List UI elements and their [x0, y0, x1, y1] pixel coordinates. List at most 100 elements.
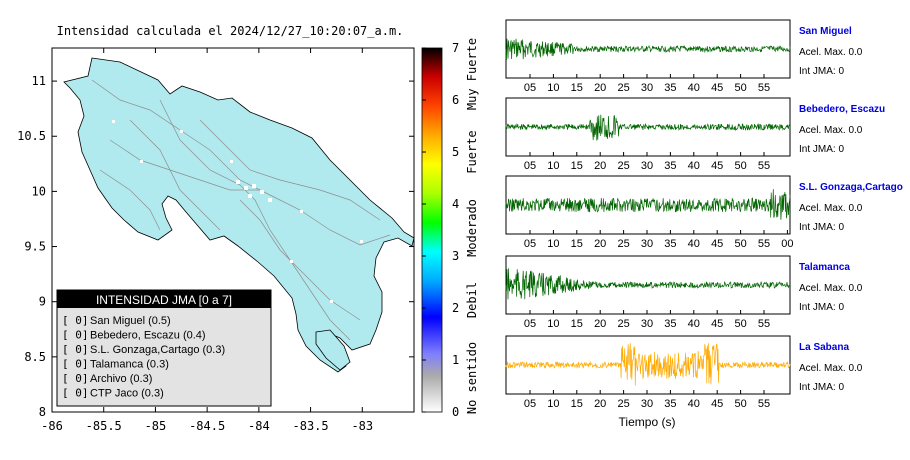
seismogram-3: 05 10 15 20 25 30 35 40 45 50 55 Talamanca Acel. Max…	[505, 255, 863, 330]
seismogram-tick-label: 50	[734, 318, 746, 330]
legend-item-name: Talamanca (0.3)	[90, 359, 169, 371]
legend-box	[56, 289, 272, 407]
seismogram-tick-label: 20	[594, 238, 606, 250]
legend-item-name: Bebedero, Escazu (0.4)	[90, 330, 206, 342]
legend-item-name: Archivo (0.3)	[90, 373, 152, 385]
station-name: Bebedero, Escazu	[799, 104, 885, 115]
seismogram-tick-label: 10	[547, 82, 559, 94]
seismogram-tick-label: 15	[571, 238, 583, 250]
seismogram-tick-label: 50	[734, 238, 746, 250]
colorbar-scale	[421, 47, 443, 413]
seismogram-tick-label: 35	[664, 398, 676, 410]
station-accel: Acel. Max. 0.0	[799, 363, 863, 374]
seismogram-tick-label: 30	[641, 398, 653, 410]
seismogram-tick-label: 20	[594, 398, 606, 410]
map-y-tick-label: 9	[39, 295, 46, 309]
station-jma: Int JMA: 0	[799, 222, 844, 233]
seismogram-tick-label: 05	[524, 398, 536, 410]
seismogram-tick-label: 20	[594, 82, 606, 94]
seismogram-tick-label: 15	[571, 398, 583, 410]
intensity-colorbar: 0 1 2 3 4 5 6 7 No sentido Debil Moderado Fuerte Mu…	[421, 38, 479, 419]
seismogram-tick-label: 30	[641, 318, 653, 330]
seismogram-tick-label: 10	[547, 398, 559, 410]
seismogram-tick-label: 55	[758, 160, 770, 172]
seismogram-tick-label: 25	[617, 318, 629, 330]
station-accel: Acel. Max. 0.0	[799, 47, 863, 58]
station-markers	[112, 120, 363, 303]
legend-items: [ 0] San Miguel (0.5)[ 0] Bebedero, Escazu…	[62, 314, 225, 400]
costa-rica-land	[63, 57, 415, 373]
legend-item-value: [ 0]	[62, 387, 89, 400]
map-y-tick-label: 8	[39, 405, 46, 419]
seismogram-tick-label: 10	[547, 160, 559, 172]
seismogram-4: 05 10 15 20 25 30 35 40 45 50 55 La Sabana Acel. Max…	[505, 335, 863, 410]
map-y-tick-label: 9.5	[24, 240, 46, 254]
seismogram-frame	[505, 19, 791, 79]
seismogram-2: 05 10 15 20 25 30 35 40 45 50 55 00 S.L. Gonzaga,Car…	[505, 175, 903, 250]
seismogram-tick-label: 40	[688, 238, 700, 250]
legend-item-name: S.L. Gonzaga,Cartago (0.3)	[90, 344, 225, 356]
station-accel: Acel. Max. 0.0	[799, 125, 863, 136]
seismogram-tick-label: 25	[617, 238, 629, 250]
seismogram-tick-label: 35	[664, 160, 676, 172]
map-x-tick-label: -83	[351, 419, 373, 433]
colorbar-tick-label: 2	[452, 301, 459, 315]
seismogram-tick-label: 30	[641, 238, 653, 250]
map-x-tick-label: -85.5	[86, 419, 122, 433]
seismogram-tick-label: 50	[734, 82, 746, 94]
seismogram-tick-label: 25	[617, 160, 629, 172]
seismogram-tick-label: 55	[758, 238, 770, 250]
map-axes: -86 -85.5 -85 -84.5 -84 -83.5 -83 11 10.5 10 9.5 9 8…	[17, 48, 414, 433]
seismogram-tick-label: 45	[711, 238, 723, 250]
colorbar-tick-label: 7	[452, 41, 459, 55]
legend-item-value: [ 0]	[62, 314, 89, 327]
seismogram-tick-label: 35	[664, 82, 676, 94]
map-x-tick-label: -86	[41, 419, 63, 433]
seismogram-tick-label: 55	[758, 318, 770, 330]
seismogram-tick-label: 00	[781, 238, 793, 250]
station-accel: Acel. Max. 0.0	[799, 283, 863, 294]
seismogram-tick-label: 45	[711, 398, 723, 410]
seismogram-tick-label: 30	[641, 82, 653, 94]
seismogram-tick-label: 45	[711, 82, 723, 94]
colorbar-category-label: Fuerte	[465, 130, 479, 173]
seismogram-tick-label: 50	[734, 398, 746, 410]
legend-item-name: CTP Jaco (0.3)	[90, 388, 164, 400]
time-axis-label: Tiempo (s)	[619, 415, 676, 429]
legend-item-name: San Miguel (0.5)	[90, 315, 171, 327]
station-jma: Int JMA: 0	[799, 66, 844, 77]
station-accel: Acel. Max. 0.0	[799, 203, 863, 214]
legend-title: INTENSIDAD JMA [0 a 7]	[96, 293, 232, 307]
seismogram-tick-label: 15	[571, 82, 583, 94]
map-y-tick-label: 10	[32, 184, 46, 198]
colorbar-ticks: 0 1 2 3 4 5 6 7	[422, 41, 459, 419]
station-jma: Int JMA: 0	[799, 382, 844, 393]
seismogram-0: 05 10 15 20 25 30 35 40 45 50 55 San Miguel Acel. Ma…	[505, 19, 863, 94]
seismogram-trace	[505, 38, 791, 61]
map-title: Intensidad calculada el 2024/12/27_10:20…	[57, 24, 404, 38]
map-y-tick-label: 11	[32, 74, 46, 88]
seismogram-tick-label: 35	[664, 238, 676, 250]
map-x-tick-label: -84.5	[189, 419, 225, 433]
legend-item-value: [ 0]	[62, 372, 89, 385]
seismogram-tick-label: 15	[571, 318, 583, 330]
station-jma: Int JMA: 0	[799, 144, 844, 155]
legend-item-value: [ 0]	[62, 329, 89, 342]
seismogram-tick-label: 25	[617, 82, 629, 94]
seismogram-trace	[505, 268, 791, 300]
station-name: La Sabana	[799, 342, 849, 353]
osa-peninsula	[315, 329, 351, 371]
intensity-legend: INTENSIDAD JMA [0 a 7] [ 0] San Miguel (0…	[56, 289, 272, 407]
colorbar-category-label: Debil	[465, 282, 479, 318]
seismogram-tick-label: 05	[524, 82, 536, 94]
seismogram-trace	[505, 114, 791, 141]
seismogram-tick-label: 05	[524, 160, 536, 172]
colorbar-tick-label: 5	[452, 145, 459, 159]
map-y-tick-label: 10.5	[17, 129, 46, 143]
colorbar-tick-label: 3	[452, 249, 459, 263]
colorbar-category-label: Muy Fuerte	[465, 38, 479, 110]
seismogram-tick-label: 55	[758, 82, 770, 94]
seismogram-tick-label: 20	[594, 318, 606, 330]
seismogram-panels: 05 10 15 20 25 30 35 40 45 50 55 San Miguel Acel. Ma…	[505, 19, 903, 410]
